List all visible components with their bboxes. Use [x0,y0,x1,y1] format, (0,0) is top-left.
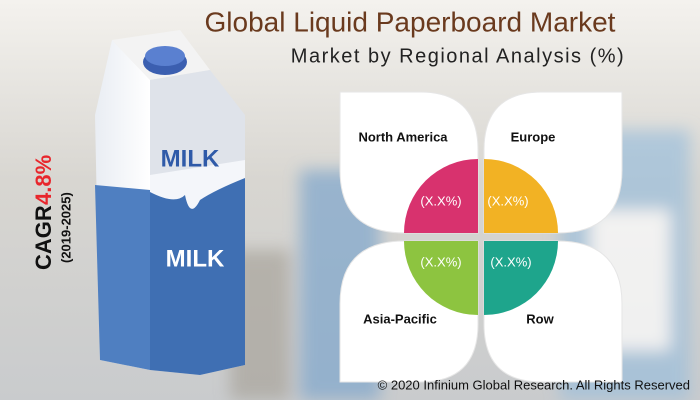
region-name: Asia-Pacific [363,311,437,326]
cagr-value: 4.8% [31,155,56,205]
quadrant [484,159,558,233]
cagr-period: (2019-2025) [58,192,73,263]
region-value: (X.X%) [487,193,528,208]
carton-label: MILK [166,245,225,272]
quadrant [404,159,478,233]
region-name: Row [526,311,554,326]
cagr-label: CAGR [31,205,56,270]
quadrant [484,241,558,315]
region-value: (X.X%) [490,254,531,269]
quadrant [404,241,478,315]
subtitle: Market by Regional Analysis (%) [291,45,625,67]
milk-carton: MILK MILK [95,30,245,375]
cagr: CAGR 4.8% (2019-2025) [31,155,74,270]
carton-label: MILK [161,145,220,172]
region-name: North America [358,129,448,144]
region-name: Europe [511,129,556,144]
copyright: © 2020 Infinium Global Research. All Rig… [378,377,690,392]
region-value: (X.X%) [420,254,461,269]
region-value: (X.X%) [420,193,461,208]
title: Global Liquid Paperboard Market [205,6,616,37]
